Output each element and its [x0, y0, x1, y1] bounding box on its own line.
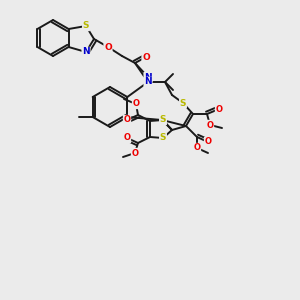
- Text: O: O: [131, 148, 139, 158]
- Text: N: N: [144, 77, 152, 86]
- Text: N: N: [144, 73, 152, 82]
- Text: S: S: [83, 22, 89, 31]
- Text: S: S: [180, 98, 186, 107]
- Text: N: N: [82, 47, 90, 56]
- Text: S: S: [160, 116, 166, 124]
- Text: O: O: [194, 143, 200, 152]
- Text: S: S: [160, 134, 166, 142]
- Text: O: O: [124, 116, 130, 124]
- Text: O: O: [133, 100, 140, 109]
- Text: O: O: [124, 134, 130, 142]
- Text: O: O: [215, 104, 223, 113]
- Text: O: O: [104, 43, 112, 52]
- Text: O: O: [142, 52, 150, 62]
- Text: O: O: [205, 137, 212, 146]
- Text: O: O: [206, 121, 214, 130]
